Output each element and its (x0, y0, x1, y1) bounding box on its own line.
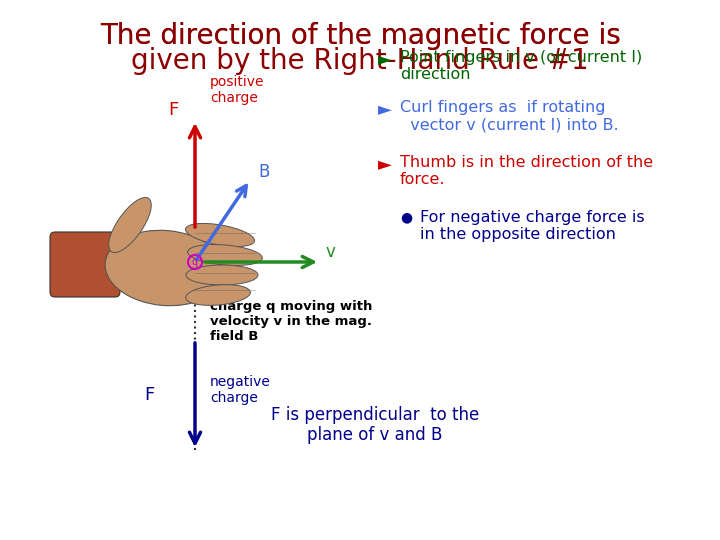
Text: F: F (168, 101, 178, 119)
Text: B: B (258, 163, 269, 181)
Ellipse shape (109, 198, 151, 253)
Text: For negative charge force is
in the opposite direction: For negative charge force is in the oppo… (420, 210, 644, 242)
Text: Thumb is in the direction of the
force.: Thumb is in the direction of the force. (400, 155, 653, 187)
Text: Curl fingers as  if rotating
  vector v (current I) into B.: Curl fingers as if rotating vector v (cu… (400, 100, 618, 132)
Text: F: F (145, 386, 155, 404)
Ellipse shape (105, 230, 225, 306)
Text: negative
charge: negative charge (210, 375, 271, 405)
Text: v: v (325, 243, 335, 261)
Ellipse shape (186, 285, 251, 305)
Text: Point fingers in v (or current I)
direction: Point fingers in v (or current I) direct… (400, 50, 642, 83)
Text: positive
charge: positive charge (210, 75, 264, 105)
Text: ►: ► (378, 155, 392, 173)
Text: ►: ► (378, 50, 392, 68)
Ellipse shape (186, 224, 254, 247)
Text: ►: ► (378, 100, 392, 118)
Ellipse shape (188, 245, 262, 266)
Text: The direction of the magnetic force is: The direction of the magnetic force is (99, 22, 621, 50)
Text: q: q (192, 257, 198, 267)
FancyBboxPatch shape (50, 232, 120, 297)
Text: The direction of the magnetic force is: The direction of the magnetic force is (99, 22, 621, 50)
Ellipse shape (186, 265, 258, 285)
Text: charge q moving with
velocity v in the mag.
field B: charge q moving with velocity v in the m… (210, 300, 372, 343)
Text: The direction of the magnetic force is: The direction of the magnetic force is (65, 22, 655, 50)
Text: F is perpendicular  to the
plane of v and B: F is perpendicular to the plane of v and… (271, 406, 479, 444)
Text: given by the Right-Hand Rule #1: given by the Right-Hand Rule #1 (131, 47, 589, 75)
Text: ●: ● (400, 210, 412, 224)
